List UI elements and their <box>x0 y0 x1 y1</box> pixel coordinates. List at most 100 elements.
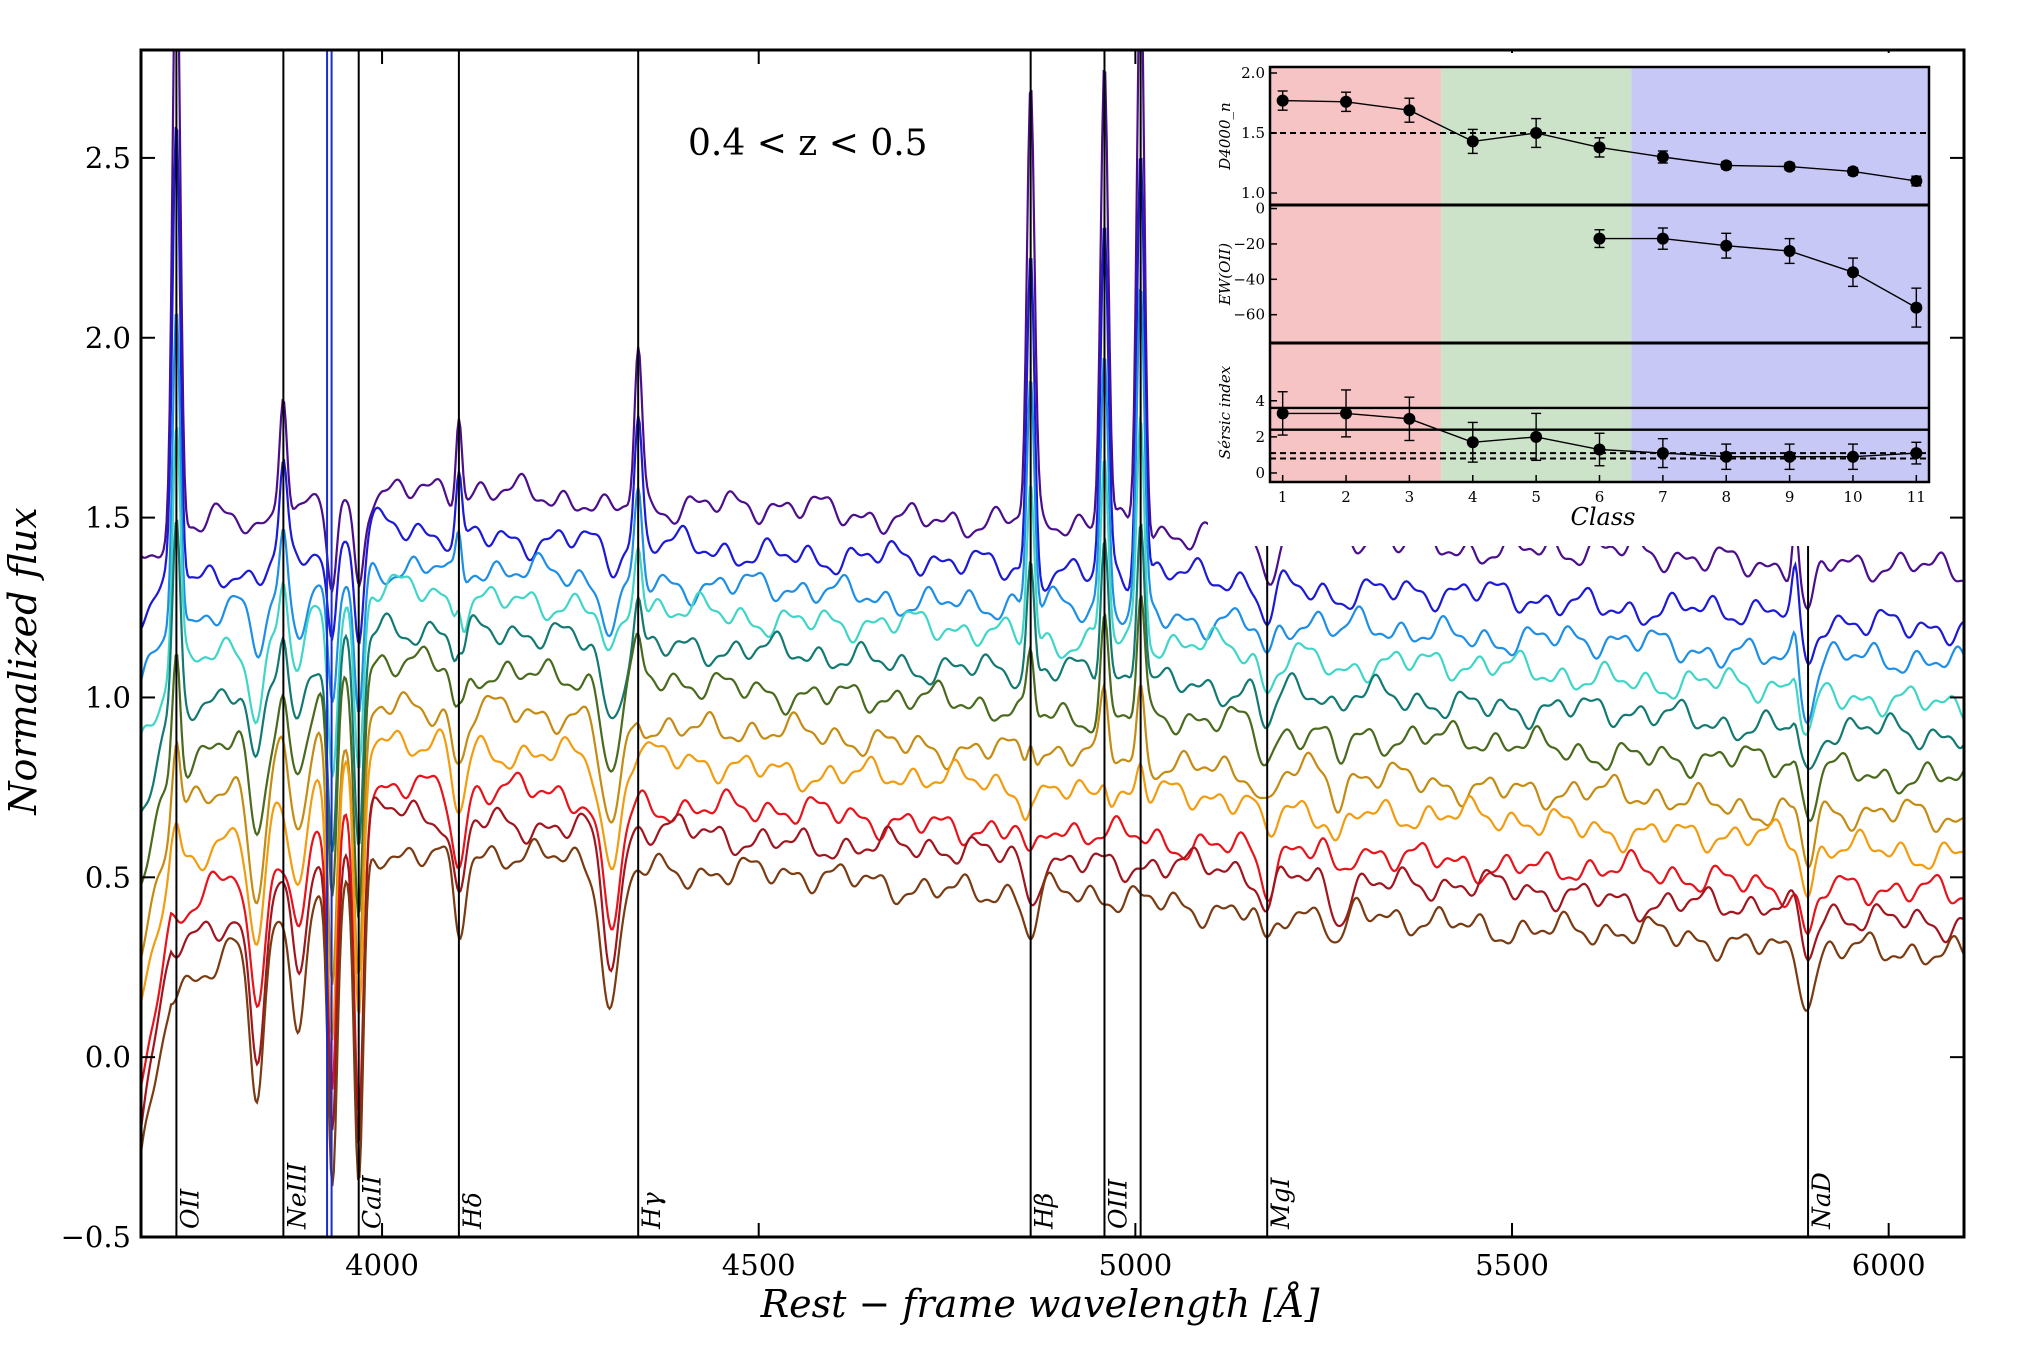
spectral-line-label-oiii: OIII <box>1103 1178 1132 1229</box>
spectral-line-label-hγ: Hγ <box>637 1192 666 1230</box>
inset-point-class-9 <box>1783 245 1796 257</box>
inset-point-class-2 <box>1340 95 1353 108</box>
inset-y-tick-label: 4 <box>1255 392 1265 410</box>
inset-point-class-6 <box>1593 232 1606 245</box>
spectrum-class-10 <box>141 126 1964 666</box>
inset-x-tick-label: 5 <box>1531 488 1541 506</box>
inset-point-class-7 <box>1656 151 1669 163</box>
y-tick-label: 2.5 <box>85 141 131 175</box>
inset-point-class-1 <box>1276 407 1289 420</box>
inset-x-tick-label: 10 <box>1843 488 1862 506</box>
inset-point-class-11 <box>1910 301 1923 314</box>
inset-y-tick-label: 0 <box>1255 200 1265 218</box>
inset-x-tick-label: 9 <box>1785 488 1795 506</box>
inset-y-tick-label: 2 <box>1255 428 1265 446</box>
inset-region-3 <box>1631 67 1929 482</box>
spectrum-class-11 <box>141 50 1964 611</box>
inset-y-tick-label: −20 <box>1233 235 1265 253</box>
inset-point-class-6 <box>1593 141 1606 154</box>
x-tick-label: 6000 <box>1852 1248 1926 1282</box>
inset-point-class-9 <box>1783 160 1796 173</box>
inset-y-tick-label: −60 <box>1233 306 1265 324</box>
x-axis-title: Rest − frame wavelength [Å] <box>760 1282 1320 1326</box>
redshift-annotation: 0.4 < z < 0.5 <box>688 123 928 164</box>
inset-point-class-8 <box>1720 239 1733 252</box>
spectrum-class-2 <box>141 796 1964 1145</box>
inset-point-class-6 <box>1593 443 1606 456</box>
spectrum-class-3 <box>141 771 1964 1115</box>
inset-point-class-2 <box>1340 407 1353 420</box>
inset-x-tick-label: 2 <box>1341 488 1351 506</box>
spectra-layer <box>141 50 1964 1187</box>
inset-x-tick-label: 7 <box>1658 488 1668 506</box>
plot-frame <box>139 48 1966 1239</box>
inset-x-axis-title: Class <box>1571 503 1636 531</box>
spectral-line-label-mgi: MgI <box>1266 1176 1295 1230</box>
inset-y-label-2: EW(OII) <box>1216 243 1234 306</box>
x-tick-label: 4500 <box>722 1248 796 1282</box>
y-tick-label: 1.5 <box>85 501 131 535</box>
spectrum-class-4 <box>141 728 1964 1041</box>
inset-series-line <box>1599 237 1917 309</box>
inset-point-class-11 <box>1910 447 1923 460</box>
y-tick-label: 2.0 <box>85 321 131 355</box>
spectral-lines-layer: OII NeIII CaII Hδ Hγ Hβ OIII MgI NaD <box>175 50 1836 1237</box>
inset-y-label-1: D4000_n <box>1216 102 1234 170</box>
spectrum-class-5 <box>141 683 1964 985</box>
x-tick-label: 5500 <box>1475 1248 1549 1282</box>
inset-point-class-5 <box>1530 127 1543 139</box>
inset-panel-1: 1.0 1.5 2.0 D4000_n <box>1216 64 1929 202</box>
y-tick-label: 0.5 <box>85 860 131 894</box>
inset-region-1 <box>1270 67 1442 482</box>
spectral-line-label-nad: NaD <box>1807 1172 1836 1230</box>
inset-point-class-10 <box>1846 165 1859 178</box>
inset-y-tick-label: 1.5 <box>1241 124 1265 142</box>
inset-point-class-5 <box>1530 430 1543 443</box>
inset-y-tick-label: 0 <box>1255 464 1265 482</box>
inset-point-class-9 <box>1783 450 1796 463</box>
inset-point-class-10 <box>1846 266 1859 279</box>
inset-point-class-1 <box>1276 94 1289 107</box>
main-axes: 4000 4500 5000 5500 6000−0.50.00.51.01.52.02… <box>61 48 1966 1282</box>
inset-point-class-3 <box>1403 412 1416 425</box>
inset-x-tick-label: 6 <box>1595 488 1605 506</box>
spectrum-class-9 <box>141 288 1964 725</box>
inset-x-tick-label: 8 <box>1721 488 1731 506</box>
inset-point-class-8 <box>1720 450 1733 463</box>
spectrum-class-6 <box>141 595 1964 919</box>
spectrum-class-1 <box>141 837 1964 1187</box>
inset-y-label-3: Sérsic index <box>1216 365 1234 459</box>
y-tick-label: 0.0 <box>85 1040 131 1074</box>
inset-point-class-4 <box>1466 135 1479 148</box>
inset-point-class-8 <box>1720 159 1733 172</box>
y-tick-label: −0.5 <box>61 1220 131 1254</box>
spectrum-class-8 <box>141 416 1964 778</box>
y-axis-title: Normalized flux <box>1 507 45 815</box>
y-tick-label: 1.0 <box>85 680 131 714</box>
inset-panel-3: 0 2 4 Sérsic index <box>1216 365 1929 482</box>
x-tick-label: 5000 <box>1098 1248 1172 1282</box>
inset-point-class-7 <box>1656 232 1669 245</box>
inset-point-class-3 <box>1403 104 1416 117</box>
inset-point-class-7 <box>1656 447 1669 460</box>
inset-x-tick-label: 4 <box>1468 488 1478 506</box>
inset-x-tick-label: 3 <box>1405 488 1415 506</box>
inset-y-tick-label: −40 <box>1233 270 1265 288</box>
spectral-line-label-hδ: Hδ <box>458 1192 487 1230</box>
spectral-line-label-caii: CaII <box>358 1174 387 1229</box>
inset-point-class-10 <box>1846 450 1859 463</box>
inset-y-tick-label: 2.0 <box>1241 64 1265 82</box>
spectrum-class-7 <box>141 519 1964 853</box>
inset-point-class-4 <box>1466 436 1479 449</box>
spectral-line-label-oii: OII <box>175 1188 204 1229</box>
x-tick-label: 4000 <box>345 1248 419 1282</box>
inset-x-tick-label: 1 <box>1278 488 1288 506</box>
spectral-line-label-neiii: NeIII <box>282 1162 311 1230</box>
inset-y-tick-label: 1.0 <box>1241 184 1265 202</box>
spectral-line-label-hβ: Hβ <box>1030 1193 1059 1230</box>
inset-point-class-11 <box>1910 175 1923 187</box>
inset-x-tick-label: 11 <box>1907 488 1926 506</box>
